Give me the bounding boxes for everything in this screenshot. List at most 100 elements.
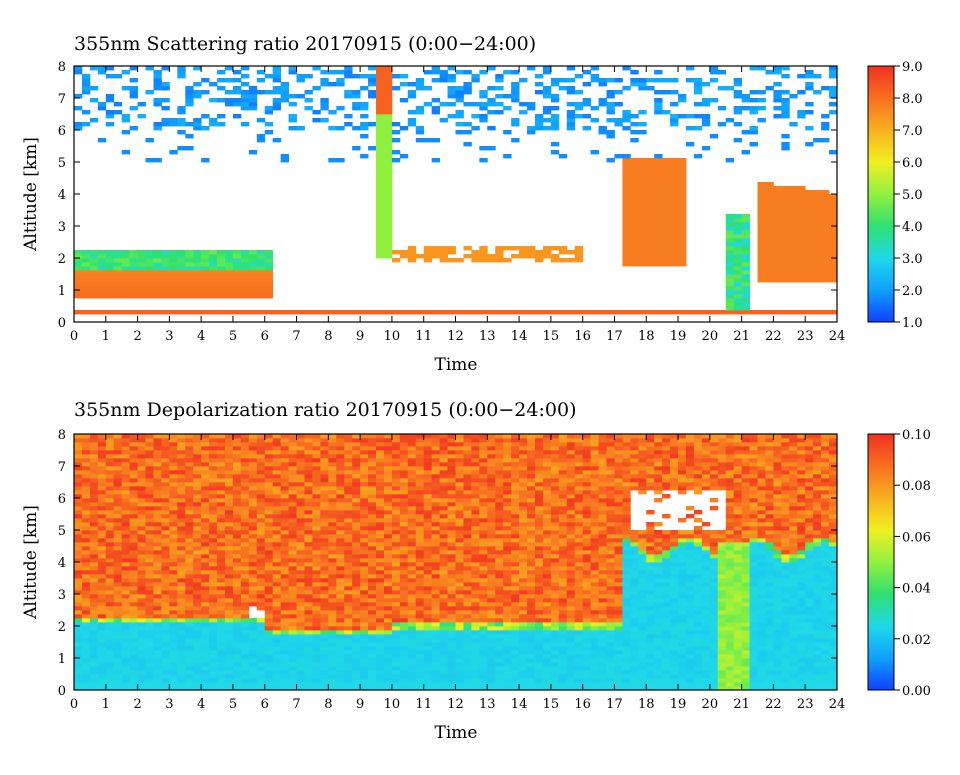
heatmap-cell [654, 234, 662, 238]
heatmap-cell [289, 502, 297, 506]
heatmap-cell [765, 190, 773, 194]
heatmap-cell [249, 662, 257, 666]
heatmap-cell [416, 78, 424, 82]
heatmap-cell [265, 478, 273, 482]
heatmap-cell [376, 114, 384, 118]
heatmap-cell [304, 678, 312, 682]
heatmap-cell [773, 186, 781, 190]
heatmap-cell [654, 250, 662, 254]
heatmap-cell [281, 558, 289, 562]
heatmap-cell [440, 454, 448, 458]
heatmap-cell [376, 174, 384, 178]
heatmap-cell [177, 618, 185, 622]
heatmap-cell [821, 86, 829, 90]
heatmap-cell [328, 602, 336, 606]
heatmap-cell [440, 618, 448, 622]
heatmap-cell [400, 534, 408, 538]
heatmap-cell [312, 66, 320, 70]
heatmap-cell [217, 486, 225, 490]
heatmap-cell [670, 170, 678, 174]
heatmap-cell [312, 574, 320, 578]
heatmap-cell [662, 162, 670, 166]
heatmap-cell [742, 130, 750, 134]
heatmap-cell [368, 78, 376, 82]
heatmap-cell [122, 626, 130, 630]
heatmap-cell [185, 610, 193, 614]
heatmap-cell [304, 542, 312, 546]
heatmap-cell [392, 86, 400, 90]
heatmap-cell [463, 646, 471, 650]
heatmap-cell [765, 222, 773, 226]
heatmap-cell [106, 670, 114, 674]
heatmap-cell [257, 618, 265, 622]
heatmap-cell [217, 578, 225, 582]
heatmap-cell [106, 642, 114, 646]
heatmap-cell [257, 646, 265, 650]
heatmap-cell [90, 578, 98, 582]
heatmap-cell [249, 86, 257, 90]
heatmap-cell [726, 278, 734, 282]
heatmap-cell [758, 226, 766, 230]
heatmap-cell [495, 246, 503, 250]
heatmap-cell [241, 434, 249, 438]
heatmap-cell [448, 470, 456, 474]
heatmap-cell [169, 670, 177, 674]
heatmap-cell [185, 618, 193, 622]
heatmap-cell [344, 578, 352, 582]
heatmap-cell [360, 574, 368, 578]
heatmap-cell [312, 582, 320, 586]
heatmap-cell [670, 190, 678, 194]
heatmap-cell [813, 274, 821, 278]
heatmap-cell [432, 610, 440, 614]
heatmap-cell [177, 498, 185, 502]
heatmap-cell [789, 266, 797, 270]
heatmap-cell [177, 286, 185, 290]
heatmap-cell [408, 646, 416, 650]
heatmap-cell [408, 482, 416, 486]
heatmap-cell [432, 586, 440, 590]
heatmap-cell [249, 650, 257, 654]
heatmap-cell [177, 522, 185, 526]
heatmap-cell [273, 662, 281, 666]
heatmap-cell [416, 606, 424, 610]
heatmap-cell [758, 206, 766, 210]
heatmap-cell [416, 614, 424, 618]
heatmap-cell [82, 562, 90, 566]
heatmap-cell [146, 434, 154, 438]
heatmap-cell [185, 466, 193, 470]
heatmap-cell [169, 582, 177, 586]
heatmap-cell [424, 650, 432, 654]
heatmap-cell [225, 474, 233, 478]
heatmap-cell [384, 194, 392, 198]
heatmap-cell [265, 310, 273, 314]
heatmap-cell [241, 498, 249, 502]
heatmap-cell [201, 482, 209, 486]
heatmap-cell [273, 666, 281, 670]
heatmap-cell [758, 90, 766, 94]
heatmap-cell [758, 266, 766, 270]
heatmap-cell [424, 442, 432, 446]
heatmap-cell [106, 486, 114, 490]
heatmap-cell [448, 558, 456, 562]
heatmap-cell [392, 534, 400, 538]
heatmap-cell [249, 250, 257, 254]
heatmap-cell [440, 550, 448, 554]
heatmap-cell [209, 602, 217, 606]
heatmap-cell [408, 478, 416, 482]
heatmap-cell [98, 678, 106, 682]
heatmap-cell [773, 190, 781, 194]
heatmap-cell [169, 666, 177, 670]
heatmap-cell [344, 638, 352, 642]
heatmap-cell [138, 290, 146, 294]
heatmap-cell [662, 166, 670, 170]
heatmap-cell [304, 610, 312, 614]
heatmap-cell [758, 186, 766, 190]
heatmap-cell [519, 78, 527, 82]
heatmap-cell [169, 438, 177, 442]
heatmap-cell [106, 618, 114, 622]
heatmap-cell [344, 590, 352, 594]
heatmap-cell [726, 86, 734, 90]
heatmap-cell [829, 110, 837, 114]
heatmap-cell [130, 650, 138, 654]
heatmap-cell [138, 286, 146, 290]
